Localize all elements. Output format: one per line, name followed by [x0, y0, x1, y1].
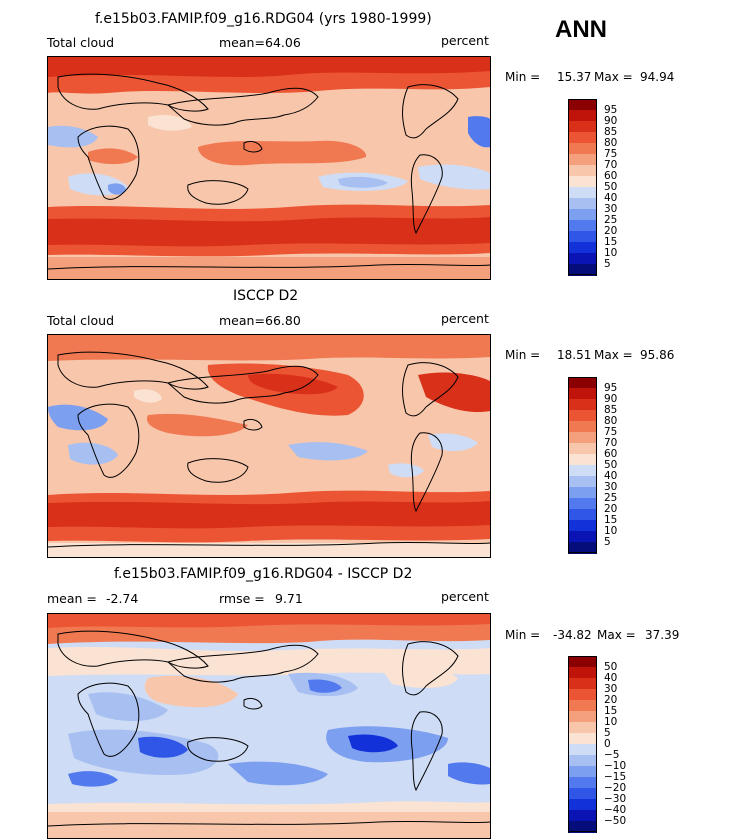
panel3-map-svg	[48, 614, 490, 838]
colorbar-level-label: 90	[604, 393, 618, 405]
panel1-max-value: 94.94	[640, 70, 675, 84]
panel1-min-value: 15.37	[557, 70, 592, 84]
colorbar-level-label: 85	[604, 126, 618, 138]
colorbar-level-label: −20	[604, 782, 627, 794]
panel2-max-label: Max =	[594, 348, 633, 362]
colorbar-frame	[568, 656, 597, 832]
panel3-rmse-value: 9.71	[275, 591, 303, 606]
colorbar-frame	[568, 377, 597, 553]
colorbar-level-label: 40	[604, 192, 618, 204]
panel3-max-value: 37.39	[645, 628, 680, 642]
colorbar-level-label: −30	[604, 793, 627, 805]
panel2-variable-label: Total cloud	[47, 313, 115, 328]
colorbar-level-label: 95	[604, 382, 618, 394]
season-label: ANN	[555, 16, 607, 43]
panel2-mean-value: 66.80	[265, 313, 301, 328]
colorbar-level-label: 70	[604, 159, 618, 171]
colorbar-level-label: 10	[604, 525, 618, 537]
colorbar-level-label: −40	[604, 804, 627, 816]
colorbar-level-label: 75	[604, 148, 618, 160]
colorbar-level-label: 30	[604, 203, 618, 215]
colorbar-level-label: 30	[604, 683, 618, 695]
panel3-min-value: -34.82	[553, 628, 592, 642]
colorbar-level-label: 95	[604, 104, 618, 116]
panel2-mean-label: mean=	[219, 313, 265, 328]
colorbar-level-label: 10	[604, 247, 618, 259]
colorbar-level-label: 20	[604, 225, 618, 237]
colorbar-level-label: −50	[604, 815, 627, 827]
panel3-map	[47, 613, 491, 839]
panel1-map-svg	[48, 57, 490, 279]
colorbar-level-label: 15	[604, 514, 618, 526]
colorbar-level-label: 25	[604, 492, 618, 504]
colorbar-level-label: 50	[604, 661, 618, 673]
panel1-mean-value: 64.06	[265, 35, 301, 50]
panel2-colorbar: 95 90 85 80 75 70 60 50 40 30 25 20 15 10 5	[568, 377, 617, 554]
panel1-min-label: Min =	[505, 70, 541, 84]
panel2-map	[47, 334, 491, 558]
panel3-rmse-label: rmse =	[219, 591, 265, 606]
colorbar-level-label: 80	[604, 137, 618, 149]
colorbar-level-label: 0	[604, 738, 611, 750]
colorbar-level-label: 20	[604, 503, 618, 515]
panel1-mean-label: mean=	[219, 35, 265, 50]
panel2-min-value: 18.51	[557, 348, 592, 362]
colorbar-level-label: 85	[604, 404, 618, 416]
colorbar-level-label: 75	[604, 426, 618, 438]
panel2-max-value: 95.86	[640, 348, 675, 362]
panel1-colorbar: 95 90 85 80 75 70 60 50 40 30 25 20 15 10 5	[568, 99, 617, 276]
colorbar-level-label: 5	[604, 258, 611, 270]
panel3-mean-label: mean =	[47, 591, 97, 606]
colorbar-level-label: 5	[604, 536, 611, 548]
colorbar-level-label: −5	[604, 749, 620, 761]
colorbar-level-label: 90	[604, 115, 618, 127]
colorbar-level-label: 20	[604, 694, 618, 706]
colorbar-level-label: 10	[604, 716, 618, 728]
panel2-units: percent	[441, 311, 489, 326]
panel3-colorbar: 50 40 30 20 15 10 5 0 −5 −10 −15 −20 −30 −40 −50	[568, 656, 626, 833]
colorbar-level-label: 25	[604, 214, 618, 226]
colorbar-level-label: 15	[604, 705, 618, 717]
colorbar-level-label: 15	[604, 236, 618, 248]
panel3-max-label: Max =	[597, 628, 636, 642]
panel1-title: f.e15b03.FAMIP.f09_g16.RDG04 (yrs 1980-1…	[95, 11, 432, 27]
colorbar-level-label: 5	[604, 727, 611, 739]
colorbar-level-label: 40	[604, 470, 618, 482]
panel3-units: percent	[441, 589, 489, 604]
colorbar-level-label: 80	[604, 415, 618, 427]
colorbar-level-label: 70	[604, 437, 618, 449]
colorbar-level-label: −15	[604, 771, 627, 783]
colorbar-frame	[568, 99, 597, 275]
colorbar-level-label: 40	[604, 672, 618, 684]
panel1-variable-label: Total cloud	[47, 35, 115, 50]
panel3-min-label: Min =	[505, 628, 541, 642]
panel3-title: f.e15b03.FAMIP.f09_g16.RDG04 - ISCCP D2	[114, 566, 413, 582]
colorbar-level-label: 30	[604, 481, 618, 493]
colorbar-level-label: 50	[604, 181, 618, 193]
panel1-map	[47, 56, 491, 280]
colorbar-level-label: 60	[604, 448, 618, 460]
panel2-title: ISCCP D2	[233, 288, 299, 304]
panel3-mean-value: -2.74	[106, 591, 139, 606]
panel1-max-label: Max =	[594, 70, 633, 84]
panel1-units: percent	[441, 33, 489, 48]
panel2-map-svg	[48, 335, 490, 557]
colorbar-level-label: −10	[604, 760, 627, 772]
colorbar-level-label: 60	[604, 170, 618, 182]
panel2-min-label: Min =	[505, 348, 541, 362]
colorbar-level-label: 50	[604, 459, 618, 471]
